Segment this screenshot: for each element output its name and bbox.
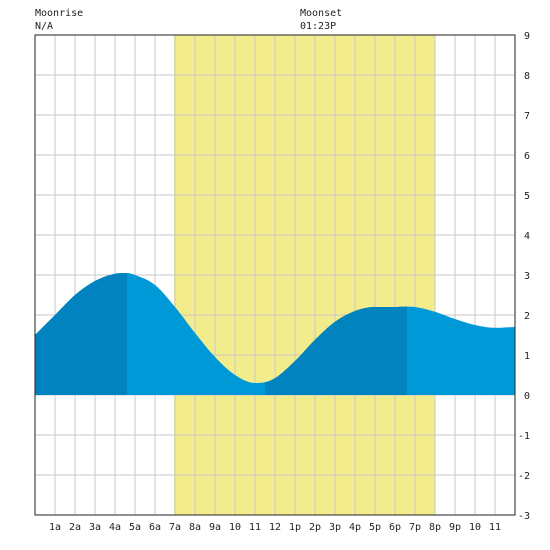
axis-layer: 1a 2a 3a 4a 5a 6a 7a 8a 9a 10 11 12 1p 2p 3p 4p 5p 6p 7p 8p… (34, 31, 530, 533)
moonset-title: Moonset (300, 8, 342, 19)
x-tick-label: 9p (449, 522, 461, 533)
x-tick-label: 4p (349, 522, 361, 533)
tide-layer (35, 273, 515, 395)
x-tick-label: 2p (309, 522, 321, 533)
x-tick-label: 6p (389, 522, 401, 533)
chart-header: Moonrise N/A Moonset 01:23P (35, 8, 342, 32)
x-tick-label: 4a (109, 522, 121, 533)
x-tick-label: 5a (129, 522, 141, 533)
plot-border (34, 34, 516, 516)
x-tick-label: 8a (189, 522, 201, 533)
tide-rising-area (35, 273, 127, 395)
x-tick-label: 6a (149, 522, 161, 533)
tide-rising-area (265, 306, 407, 395)
x-tick-label: 3p (329, 522, 341, 533)
x-tick-label: 10 (469, 522, 481, 533)
y-tick-label: 9 (524, 31, 530, 42)
x-tick-label: 3a (89, 522, 101, 533)
moonrise-title: Moonrise (35, 8, 83, 19)
x-tick-label: 12 (269, 522, 281, 533)
y-tick-label: 1 (524, 351, 530, 362)
y-tick-label: -3 (518, 511, 530, 522)
moonrise-time: N/A (35, 21, 53, 32)
x-tick-label: 9a (209, 522, 221, 533)
x-tick-label: 11 (249, 522, 261, 533)
x-tick-label: 11 (489, 522, 501, 533)
y-tick-label: 0 (524, 391, 530, 402)
y-tick-label: 7 (524, 111, 530, 122)
x-tick-label: 5p (369, 522, 381, 533)
x-tick-label: 10 (229, 522, 241, 533)
x-tick-label: 7p (409, 522, 421, 533)
y-tick-label: 8 (524, 71, 530, 82)
y-tick-label: 4 (524, 231, 530, 242)
y-tick-label: 5 (524, 191, 530, 202)
y-tick-label: 6 (524, 151, 530, 162)
x-tick-label: 2a (69, 522, 81, 533)
y-tick-label: -2 (518, 471, 530, 482)
y-tick-label: 3 (524, 271, 530, 282)
grid-layer (35, 34, 515, 516)
x-tick-label: 8p (429, 522, 441, 533)
moonset-time: 01:23P (300, 21, 336, 32)
x-tick-label: 1p (289, 522, 301, 533)
x-tick-label: 7a (169, 522, 181, 533)
x-tick-label: 1a (49, 522, 61, 533)
y-tick-label: -1 (518, 431, 530, 442)
y-tick-label: 2 (524, 311, 530, 322)
